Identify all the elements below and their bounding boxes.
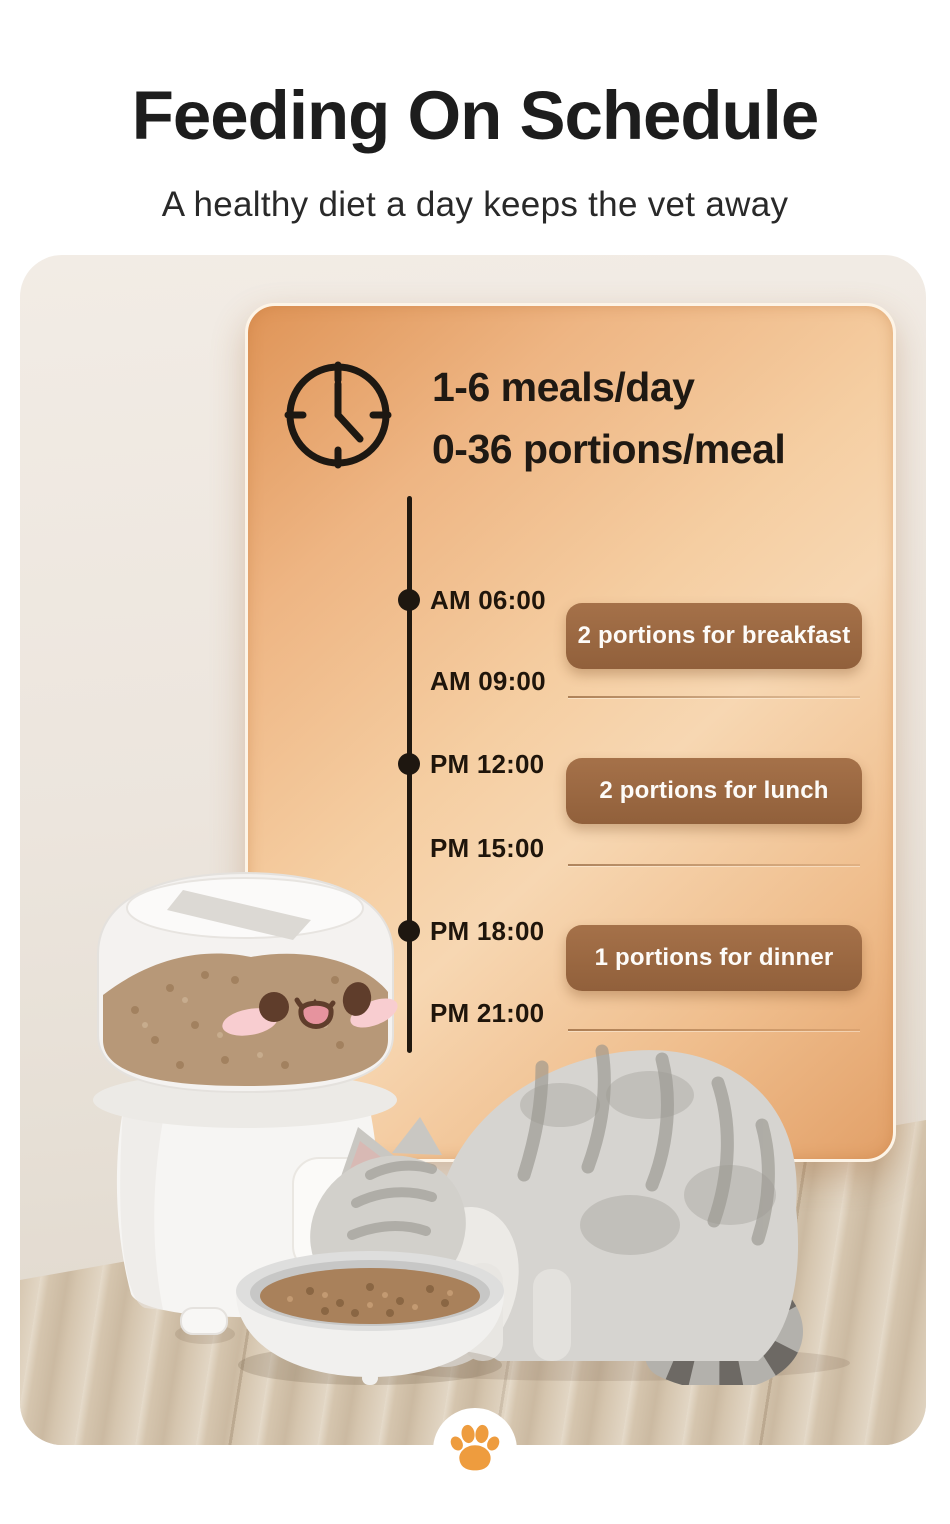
clock-icon xyxy=(284,361,392,469)
timeline-divider xyxy=(568,864,860,866)
product-photo-panel: 1-6 meals/day 0-36 portions/meal AM 06:0… xyxy=(20,255,926,1445)
food-bowl-illustration xyxy=(236,1251,504,1385)
timeline-divider xyxy=(568,1029,860,1031)
meal-badge-dinner: 1 portions for dinner xyxy=(566,925,862,991)
timeline-divider xyxy=(568,696,860,698)
timeline-dot xyxy=(398,753,420,775)
paw-icon xyxy=(450,1424,500,1471)
timeline-dot xyxy=(398,589,420,611)
capacity-headline: 1-6 meals/day 0-36 portions/meal xyxy=(432,356,872,480)
meals-per-day: 1-6 meals/day xyxy=(432,364,695,410)
timeline-time: AM 06:00 xyxy=(430,585,546,615)
timeline-dot xyxy=(398,920,420,942)
page-title: Feeding On Schedule xyxy=(131,77,819,155)
timeline-time: PM 15:00 xyxy=(430,833,545,863)
page-subtitle: A healthy diet a day keeps the vet away xyxy=(161,185,789,224)
timeline-time: PM 18:00 xyxy=(430,916,545,946)
paw-circle xyxy=(433,1408,517,1492)
timeline-time: PM 12:00 xyxy=(430,749,545,779)
meal-badge-lunch: 2 portions for lunch xyxy=(566,758,862,824)
timeline-time: AM 09:00 xyxy=(430,666,546,696)
timeline-time: PM 21:00 xyxy=(430,998,545,1028)
meal-badge-breakfast: 2 portions for breakfast xyxy=(566,603,862,669)
portions-per-meal: 0-36 portions/meal xyxy=(432,426,786,472)
